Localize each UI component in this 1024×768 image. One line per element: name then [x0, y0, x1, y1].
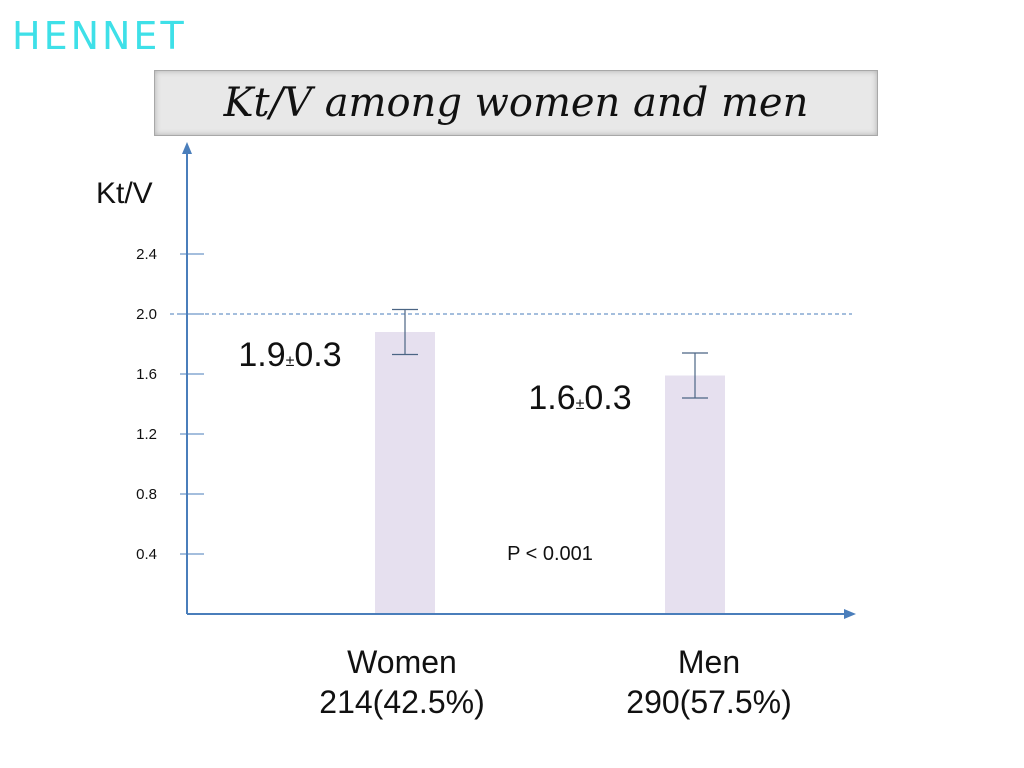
- category-count: 290(57.5%): [626, 684, 792, 720]
- logo-text: HENNET: [12, 14, 187, 58]
- y-axis-label: Kt/V: [96, 177, 153, 210]
- bar: [665, 375, 725, 614]
- category-count: 214(42.5%): [319, 684, 485, 720]
- y-tick-label: 1.6: [136, 366, 157, 383]
- y-tick-label: 0.8: [136, 486, 157, 503]
- y-axis-arrow: [182, 142, 192, 154]
- category-name: Men: [677, 644, 741, 680]
- page-title: Kt/V among women and men: [223, 80, 809, 126]
- category-label-men: Men 290(57.5%): [579, 642, 839, 722]
- category-name: Women: [347, 644, 457, 680]
- x-axis-arrow: [844, 609, 856, 619]
- data-label: 1.9±0.3: [238, 336, 341, 374]
- y-tick-label: 2.4: [136, 246, 157, 263]
- y-tick-label: 1.2: [136, 426, 157, 443]
- category-label-women: Women 214(42.5%): [272, 642, 532, 722]
- data-label: 1.6±0.3: [528, 379, 631, 417]
- title-box: Kt/V among women and men: [154, 70, 878, 136]
- bar: [375, 332, 435, 614]
- y-tick-label: 0.4: [136, 546, 157, 563]
- y-tick-label: 2.0: [136, 306, 157, 323]
- p-value-annotation: P < 0.001: [507, 543, 593, 565]
